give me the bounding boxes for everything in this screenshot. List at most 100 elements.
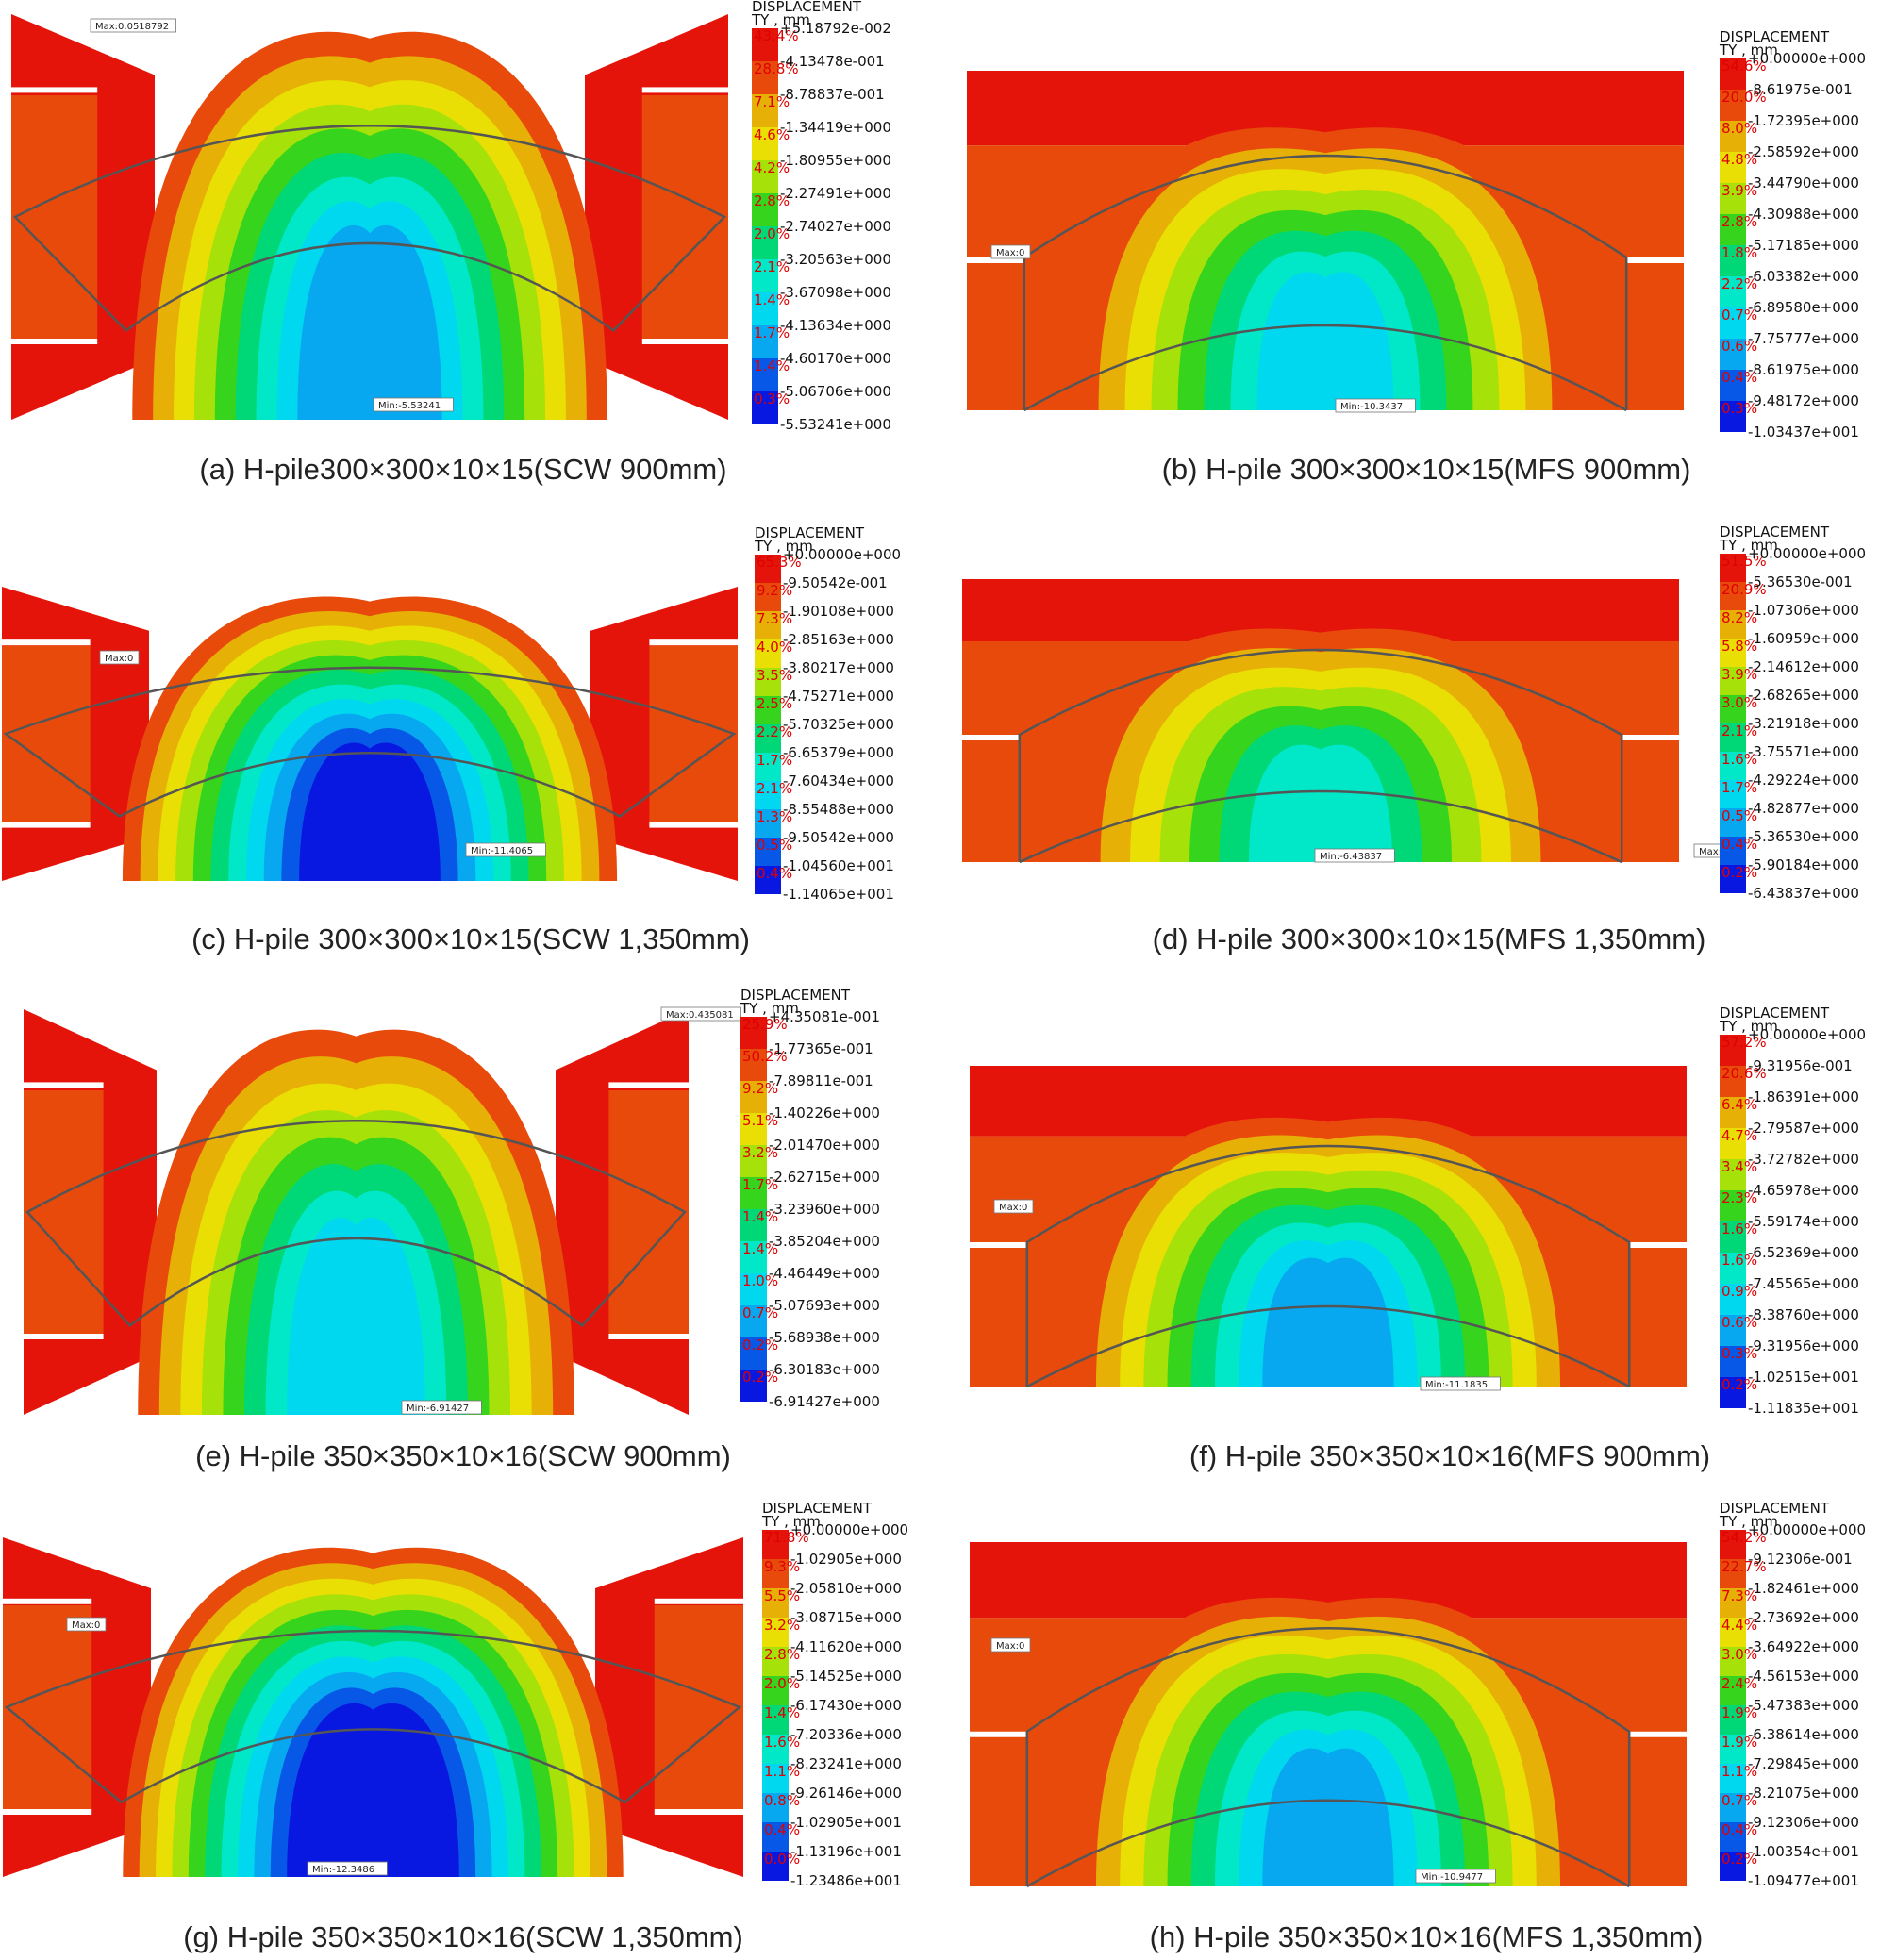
legend-value: -5.70325e+000 <box>783 716 894 733</box>
caption-g: (g) H-pile 350×350×10×16(SCW 1,350mm) <box>183 1920 743 1953</box>
legend-value: -9.31956e-001 <box>1748 1057 1853 1074</box>
legend-value: -9.31956e+000 <box>1748 1337 1859 1354</box>
legend-percent: 1.4% <box>742 1240 778 1257</box>
legend-percent: 2.8% <box>754 192 790 209</box>
legend-value: +0.00000e+000 <box>790 1521 908 1538</box>
legend-swatch <box>1720 401 1746 432</box>
max-label-e: Max:0.435081 <box>660 1006 741 1022</box>
legend-percent: 65.3% <box>757 554 802 571</box>
legend-value: -6.52369e+000 <box>1748 1244 1859 1261</box>
legend-value: -5.14525e+000 <box>790 1668 902 1685</box>
legend-percent: 0.2% <box>1721 1851 1757 1868</box>
legend-percent: 71.8% <box>764 1529 809 1546</box>
legend-percent: 3.4% <box>1721 1158 1757 1175</box>
legend-swatch <box>1720 1852 1746 1881</box>
contour-plot-c <box>2 587 738 881</box>
legend-percent: 28.8% <box>754 60 799 77</box>
legend-title: DISPLACEMENT <box>762 1500 873 1517</box>
legend-swatch <box>1720 1618 1746 1647</box>
legend-value: -1.02905e+000 <box>790 1551 902 1568</box>
legend-percent: 4.6% <box>754 126 790 143</box>
svg-text:Max:0: Max:0 <box>105 654 133 664</box>
legend-value: -4.56153e+000 <box>1748 1668 1859 1685</box>
legend-value: -2.14612e+000 <box>1748 658 1859 675</box>
legend-percent: 0.4% <box>764 1821 800 1838</box>
legend-percent: 2.0% <box>754 225 790 242</box>
legend-swatch <box>1720 152 1746 183</box>
legend-swatch <box>1720 1705 1746 1735</box>
legend-value: -3.08715e+000 <box>790 1609 902 1626</box>
legend-value: -3.20563e+000 <box>780 251 891 268</box>
legend-swatch <box>755 696 781 724</box>
legend-swatch <box>740 1177 767 1209</box>
legend-swatch <box>1720 1647 1746 1676</box>
legend-swatch <box>755 753 781 781</box>
legend-percent: 0.2% <box>1721 1376 1757 1393</box>
legend-percent: 2.8% <box>1721 213 1757 230</box>
legend-percent: 0.0% <box>764 1851 800 1868</box>
legend-swatch <box>1720 1676 1746 1705</box>
legend-percent: 2.1% <box>754 258 790 275</box>
arch-outline <box>3 666 737 818</box>
legend-value: -1.07306e+000 <box>1748 602 1859 619</box>
legend-percent: 5.5% <box>764 1587 800 1604</box>
legend-swatch <box>752 259 778 292</box>
legend-value: -6.89580e+000 <box>1748 299 1859 316</box>
legend-swatch <box>762 1588 789 1618</box>
legend-swatch <box>762 1764 789 1793</box>
legend-value: -1.86391e+000 <box>1748 1088 1859 1105</box>
legend-value: -2.74027e+000 <box>780 218 891 235</box>
legend-swatch <box>1720 610 1746 639</box>
top-slab <box>962 579 1679 641</box>
legend-swatch <box>1720 865 1746 893</box>
legend-value: -3.75571e+000 <box>1748 743 1859 760</box>
svg-text:Min:-6.91427: Min:-6.91427 <box>407 1404 469 1414</box>
legend-value: -1.11835e+001 <box>1748 1400 1859 1417</box>
legend-value: -5.07693e+000 <box>769 1297 880 1314</box>
legend-value: -4.82877e+000 <box>1748 800 1859 817</box>
legend-swatch <box>1720 1822 1746 1852</box>
legend-value: -1.09477e+001 <box>1748 1872 1859 1889</box>
legend-percent: 57.2% <box>1721 1034 1767 1051</box>
legend-value: -6.91427e+000 <box>769 1393 880 1410</box>
legend-percent: 1.1% <box>1721 1763 1757 1780</box>
legend-value: -6.30183e+000 <box>769 1361 880 1378</box>
legend-value: -1.34419e+000 <box>780 119 891 136</box>
legend-value: -7.20336e+000 <box>790 1726 902 1743</box>
legend-unit: TY , mm <box>1719 537 1778 554</box>
legend-value: -6.03382e+000 <box>1748 268 1859 285</box>
legend-percent: 0.7% <box>1721 1792 1757 1809</box>
caption-d: (d) H-pile 300×300×10×15(MFS 1,350mm) <box>1152 922 1706 955</box>
legend-swatch <box>1720 1530 1746 1559</box>
legend-value: -7.75777e+000 <box>1748 330 1859 347</box>
legend-swatch <box>752 193 778 226</box>
legend-value: -4.75271e+000 <box>783 688 894 705</box>
legend-value: -6.65379e+000 <box>783 744 894 761</box>
legend-swatch <box>1720 837 1746 865</box>
legend-value: -2.01470e+000 <box>769 1137 880 1154</box>
legend-value: -8.38760e+000 <box>1748 1306 1859 1323</box>
legend-swatch <box>1720 780 1746 808</box>
legend-swatch <box>1720 1284 1746 1315</box>
contour-band <box>299 742 441 881</box>
legend-value: -8.61975e-001 <box>1748 81 1853 98</box>
contour-band <box>303 1719 443 1877</box>
legend-swatch <box>1720 307 1746 339</box>
legend-swatch <box>1720 1764 1746 1793</box>
legend-percent: 20.0% <box>1721 89 1767 106</box>
legend-percent: 3.5% <box>757 667 792 684</box>
wing-soil <box>608 1090 689 1334</box>
legend-value: -7.45565e+000 <box>1748 1275 1859 1292</box>
legend-value: +0.00000e+000 <box>1748 50 1866 67</box>
legend-percent: 43.4% <box>754 27 799 44</box>
legend-title: DISPLACEMENT <box>740 987 851 1004</box>
legend-value: -3.72782e+000 <box>1748 1151 1859 1168</box>
wing-soil <box>11 95 98 339</box>
